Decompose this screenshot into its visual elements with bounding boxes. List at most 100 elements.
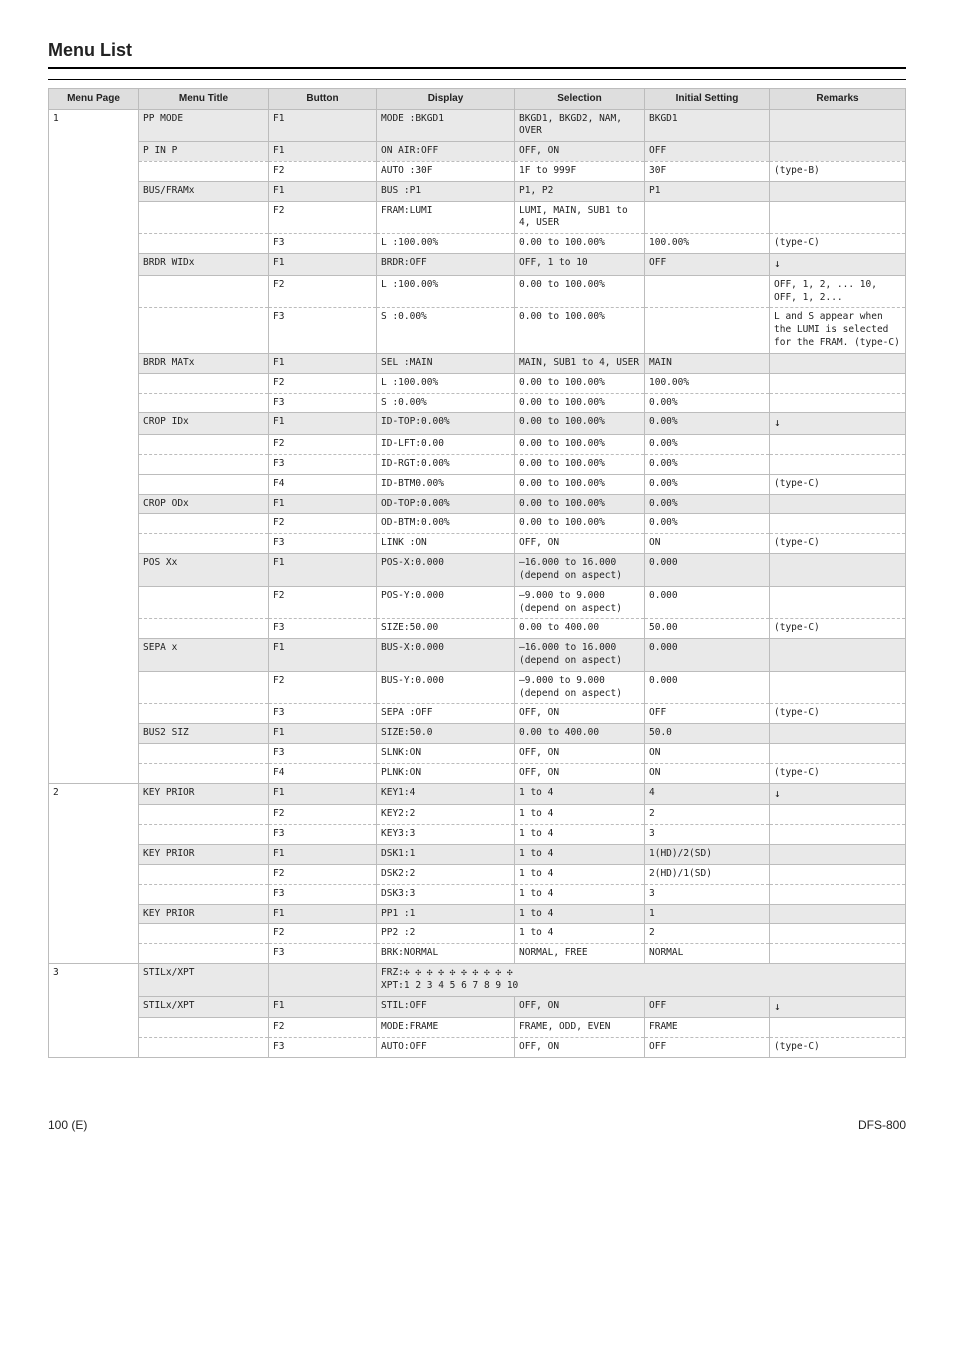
menu-title-cell [139, 619, 269, 639]
remarks-cell [770, 1018, 906, 1038]
initial-cell: 0.00% [645, 435, 770, 455]
menu-title-cell [139, 763, 269, 783]
menu-title-cell [139, 373, 269, 393]
display-cell: BUS-Y:0.000 [377, 671, 515, 704]
remarks-cell: OFF, 1, 2, ... 10, OFF, 1, 2... [770, 275, 906, 308]
menu-title-cell: CROP IDx [139, 413, 269, 435]
initial-cell: 2 [645, 805, 770, 825]
initial-cell: ON [645, 744, 770, 764]
button-cell: F1 [269, 254, 377, 276]
button-cell: F3 [269, 744, 377, 764]
menu-title-cell [139, 805, 269, 825]
table-row: F3DSK3:31 to 43 [49, 884, 906, 904]
remarks-cell: ↓ [770, 996, 906, 1018]
display-cell: DSK1:1 [377, 845, 515, 865]
menu-title-cell [139, 884, 269, 904]
initial-cell: OFF [645, 142, 770, 162]
button-cell: F4 [269, 474, 377, 494]
display-cell: KEY3:3 [377, 825, 515, 845]
table-header-row: Menu PageMenu TitleButtonDisplaySelectio… [49, 89, 906, 110]
footer-model: DFS-800 [858, 1118, 906, 1132]
selection-cell: NORMAL, FREE [515, 944, 645, 964]
table-row: KEY PRIORF1PP1 :11 to 41 [49, 904, 906, 924]
selection-cell: 1F to 999F [515, 161, 645, 181]
button-cell: F2 [269, 805, 377, 825]
remarks-cell: (type-B) [770, 161, 906, 181]
menu-title-cell [139, 275, 269, 308]
initial-cell: NORMAL [645, 944, 770, 964]
menu-title-cell [139, 393, 269, 413]
menu-title-cell: PP MODE [139, 109, 269, 142]
selection-cell: 0.00 to 100.00% [515, 373, 645, 393]
initial-cell: OFF [645, 996, 770, 1018]
menu-title-cell [139, 534, 269, 554]
selection-cell: 1 to 4 [515, 904, 645, 924]
remarks-cell [770, 353, 906, 373]
initial-cell: P1 [645, 181, 770, 201]
menu-table: Menu PageMenu TitleButtonDisplaySelectio… [48, 88, 906, 1058]
selection-cell: LUMI, MAIN, SUB1 to 4, USER [515, 201, 645, 234]
table-row: F2BUS-Y:0.000–9.000 to 9.000 (depend on … [49, 671, 906, 704]
remarks-cell [770, 805, 906, 825]
selection-cell: –16.000 to 16.000 (depend on aspect) [515, 554, 645, 587]
menu-title-cell [139, 435, 269, 455]
initial-cell: 3 [645, 825, 770, 845]
display-cell: ID-BTM0.00% [377, 474, 515, 494]
remarks-cell [770, 744, 906, 764]
button-cell: F1 [269, 554, 377, 587]
display-cell: LINK :ON [377, 534, 515, 554]
remarks-cell [770, 845, 906, 865]
remarks-cell [770, 373, 906, 393]
table-row: BRDR WIDxF1BRDR:OFFOFF, 1 to 10OFF↓ [49, 254, 906, 276]
button-cell: F2 [269, 924, 377, 944]
page-footer: 100 (E) DFS-800 [48, 1118, 906, 1132]
menu-title-cell: KEY PRIOR [139, 783, 269, 805]
display-cell: OD-TOP:0.00% [377, 494, 515, 514]
button-cell: F2 [269, 275, 377, 308]
remarks-cell: (type-C) [770, 1038, 906, 1058]
display-cell: L :100.00% [377, 373, 515, 393]
display-cell: DSK2:2 [377, 864, 515, 884]
menu-title-cell: BRDR WIDx [139, 254, 269, 276]
button-cell: F3 [269, 825, 377, 845]
table-row: F4ID-BTM0.00%0.00 to 100.00%0.00%(type-C… [49, 474, 906, 494]
table-row: 1PP MODEF1MODE :BKGD1BKGD1, BKGD2, NAM, … [49, 109, 906, 142]
remarks-cell [770, 671, 906, 704]
table-row: CROP ODxF1OD-TOP:0.00%0.00 to 100.00%0.0… [49, 494, 906, 514]
display-cell: KEY1:4 [377, 783, 515, 805]
menu-title-cell: BUS2 SIZ [139, 724, 269, 744]
display-cell: ID-RGT:0.00% [377, 455, 515, 475]
table-row: F3L :100.00%0.00 to 100.00%100.00%(type-… [49, 234, 906, 254]
button-cell: F1 [269, 353, 377, 373]
button-cell: F2 [269, 514, 377, 534]
initial-cell: 2(HD)/1(SD) [645, 864, 770, 884]
display-cell: POS-Y:0.000 [377, 586, 515, 619]
button-cell: F1 [269, 142, 377, 162]
remarks-cell [770, 455, 906, 475]
initial-cell: MAIN [645, 353, 770, 373]
remarks-cell [770, 825, 906, 845]
selection-cell: 0.00 to 100.00% [515, 234, 645, 254]
menu-title-cell: POS Xx [139, 554, 269, 587]
initial-cell: 0.000 [645, 671, 770, 704]
display-cell: KEY2:2 [377, 805, 515, 825]
remarks-cell: (type-C) [770, 234, 906, 254]
menu-title-cell [139, 671, 269, 704]
rule-thin [48, 79, 906, 80]
initial-cell: 4 [645, 783, 770, 805]
table-row: P IN PF1ON AIR:OFFOFF, ONOFF [49, 142, 906, 162]
display-cell: S :0.00% [377, 308, 515, 353]
table-row: F2L :100.00%0.00 to 100.00%OFF, 1, 2, ..… [49, 275, 906, 308]
remarks-cell [770, 435, 906, 455]
initial-cell [645, 308, 770, 353]
initial-cell: 0.00% [645, 474, 770, 494]
initial-cell: ON [645, 534, 770, 554]
initial-cell: 0.000 [645, 586, 770, 619]
menu-title-cell [139, 704, 269, 724]
menu-title-cell [139, 474, 269, 494]
display-cell: L :100.00% [377, 275, 515, 308]
selection-cell: OFF, ON [515, 763, 645, 783]
display-cell: BUS-X:0.000 [377, 639, 515, 672]
menu-title-cell [139, 924, 269, 944]
selection-cell: OFF, ON [515, 534, 645, 554]
